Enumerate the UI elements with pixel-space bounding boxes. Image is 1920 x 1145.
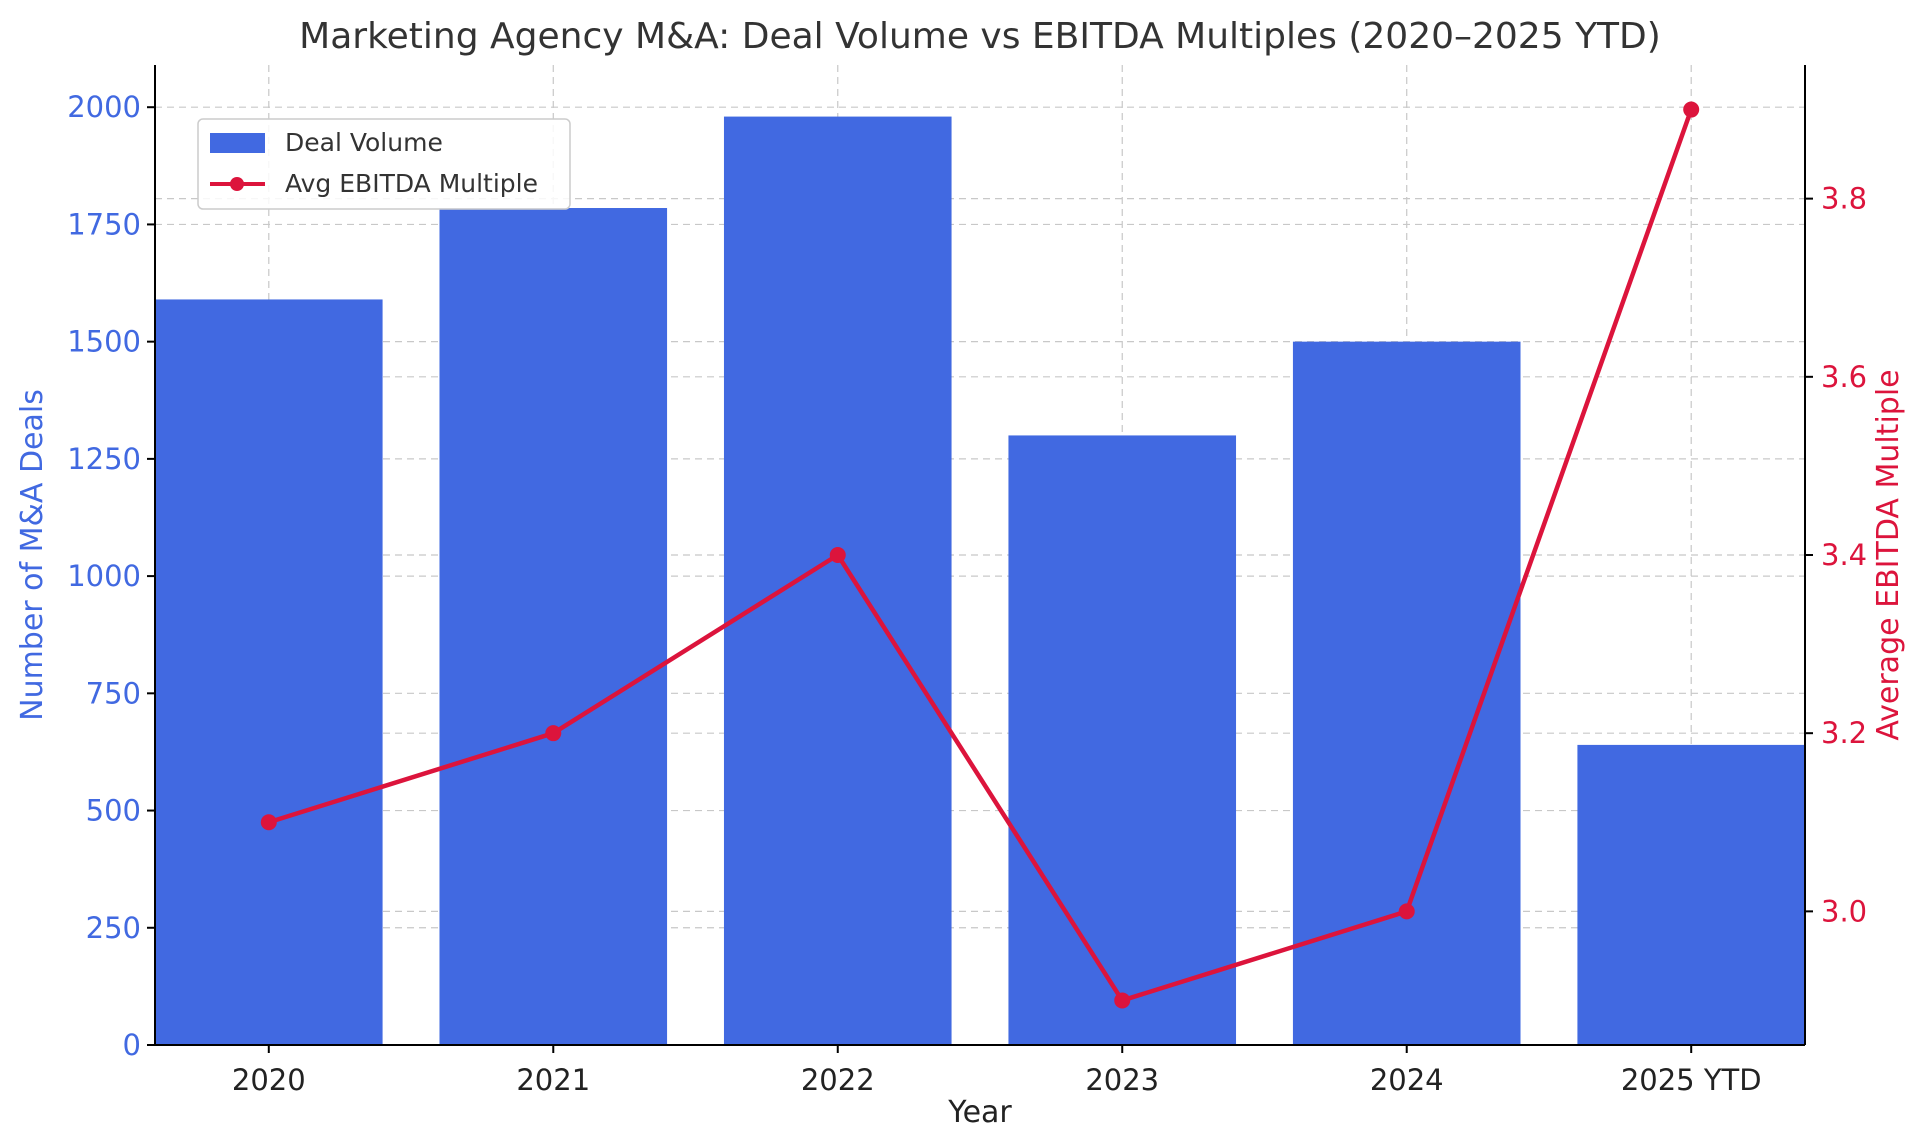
bar-3 [1008, 435, 1237, 1045]
y-axis-label-right: Average EBITDA Multiple [1871, 369, 1906, 740]
axes-layer [154, 65, 1806, 1046]
tick-label-x-2: 2022 [801, 1063, 875, 1097]
grid-layer [155, 65, 1805, 1046]
tick-label-right-3.0: 3.0 [1821, 894, 1867, 928]
tick-label-x-0: 2020 [232, 1063, 306, 1097]
tick-label-left-1250: 1250 [67, 442, 141, 476]
tick-label-left-250: 250 [86, 911, 141, 945]
legend-label-deal-volume: Deal Volume [285, 128, 443, 157]
ebitda-line [268, 108, 1694, 1003]
ebitda-point-1 [545, 725, 562, 742]
tick-label-left-2000: 2000 [67, 90, 141, 124]
bars-layer [155, 116, 1805, 1046]
bar-5 [1577, 744, 1805, 1045]
legend-label-ebitda: Avg EBITDA Multiple [285, 169, 538, 198]
legend-line-marker [230, 177, 244, 191]
ebitda-point-3 [1114, 992, 1131, 1009]
tick-label-left-0: 0 [123, 1028, 141, 1062]
tick-label-right-3.4: 3.4 [1821, 538, 1867, 572]
ebitda-point-0 [260, 814, 277, 831]
tick-label-right-3.2: 3.2 [1821, 716, 1867, 750]
tick-label-x-4: 2024 [1370, 1063, 1444, 1097]
chart-title: Marketing Agency M&A: Deal Volume vs EBI… [299, 16, 1661, 57]
line-layer [260, 101, 1700, 1009]
tick-label-left-500: 500 [86, 794, 141, 828]
tick-label-left-1500: 1500 [67, 325, 141, 359]
tick-label-left-1750: 1750 [67, 207, 141, 241]
ebitda-point-2 [829, 547, 846, 563]
bar-2 [723, 116, 952, 1045]
tick-label-right-3.6: 3.6 [1821, 360, 1867, 394]
legend-box [197, 118, 571, 210]
ticks-layer: 0 250 500 750 1000 1250 1500 1750 2000 3.0 3.2 3.4 3… [67, 90, 1867, 1097]
y-axis-label-left: Number of M&A Deals [15, 389, 50, 721]
tick-label-right-3.8: 3.8 [1821, 182, 1867, 216]
ebitda-point-4 [1398, 903, 1415, 920]
tick-label-left-1000: 1000 [67, 559, 141, 593]
ebitda-point-5 [1683, 101, 1700, 118]
tick-label-x-3: 2023 [1085, 1063, 1159, 1097]
bar-0 [155, 299, 383, 1045]
bar-1 [439, 208, 668, 1046]
legend: Deal Volume Avg EBITDA Multiple [197, 118, 571, 210]
tick-label-x-5: 2025 YTD [1621, 1063, 1762, 1097]
x-axis-label: Year [947, 1095, 1012, 1130]
tick-label-left-750: 750 [86, 676, 141, 710]
legend-bar-swatch [210, 133, 265, 153]
tick-label-x-1: 2021 [516, 1063, 590, 1097]
